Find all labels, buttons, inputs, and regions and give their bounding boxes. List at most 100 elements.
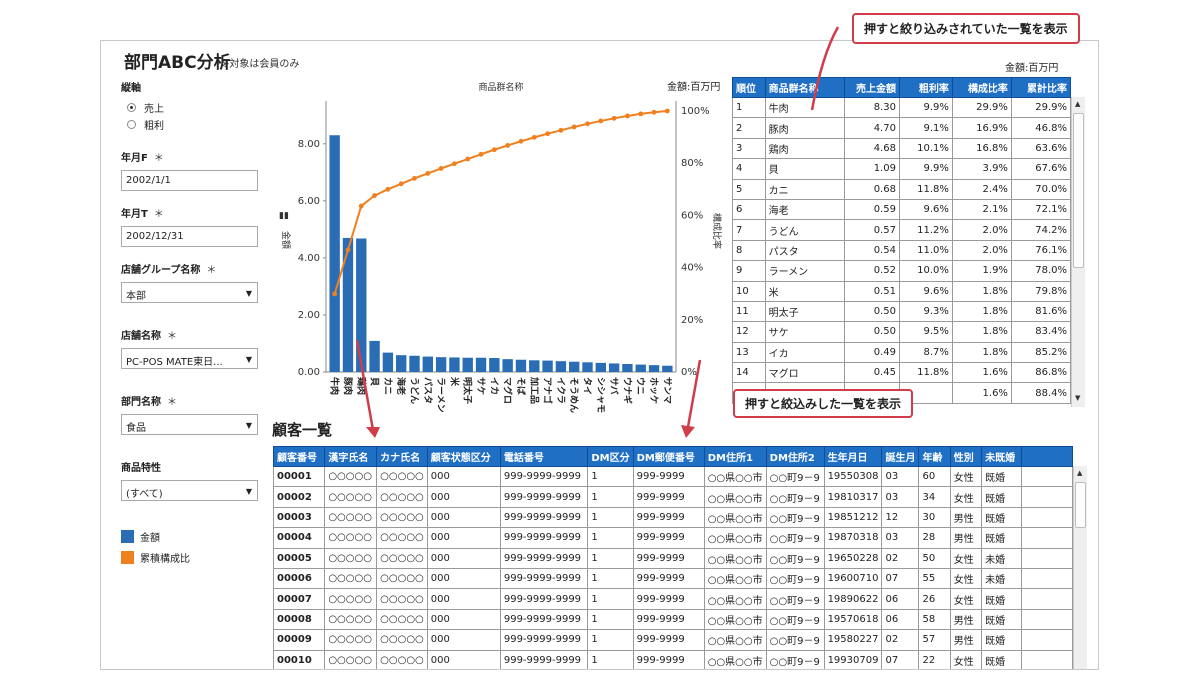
cumulative-point <box>598 118 604 124</box>
scroll-thumb[interactable] <box>1075 482 1086 528</box>
column-header[interactable]: 顧客状態区分 <box>426 446 501 467</box>
table-row[interactable]: 00005 ○○○○○ ○○○○○ 000 999-9999-9999 1 999-9999… <box>273 547 1073 569</box>
cumulative-point <box>664 108 670 114</box>
scroll-thumb[interactable] <box>1073 113 1084 268</box>
column-header[interactable]: 生年月日 <box>823 446 883 467</box>
column-header[interactable]: 電話番号 <box>499 446 589 467</box>
x-tick-label: 牛肉 <box>329 377 341 395</box>
field-label: 店舗名称 <box>121 331 161 342</box>
arrowhead <box>366 427 380 438</box>
cumulative-point <box>412 175 417 181</box>
x-tick-label: そうめん <box>568 377 579 413</box>
field-label-row: 部門名称 ＊ <box>121 393 263 414</box>
x-tick-label: カニ <box>382 377 393 395</box>
filter-fields: 年月F ＊ 2002/1/1 年月T ＊ 2002/12/31 店舗グループ名称＊本部 ▼ 店舗… <box>121 149 263 501</box>
chevron-down-icon[interactable]: ▼ <box>245 487 252 496</box>
filter-select[interactable]: 食品 ▼ <box>121 414 258 435</box>
bar-鶏肉 <box>356 238 367 372</box>
chevron-down-icon[interactable]: ▼ <box>245 355 252 364</box>
radio-gross-profit[interactable]: 粗利 <box>127 117 263 132</box>
column-header[interactable]: 商品群名称 <box>764 77 845 98</box>
bar-牛肉 <box>329 135 340 372</box>
table-row[interactable]: 1 牛肉 8.30 9.9% 29.9% 29.9% <box>732 96 1071 119</box>
x-tick-label: ホッケ <box>648 377 659 404</box>
table-row[interactable]: 00003 ○○○○○ ○○○○○ 000 999-9999-9999 1 999-9999… <box>273 506 1073 529</box>
column-header[interactable]: 構成比率 <box>951 77 1012 98</box>
table-row[interactable]: 2 豚肉 4.70 9.1% 16.9% 46.8% <box>732 117 1071 139</box>
bar-アナゴ <box>542 360 553 372</box>
table-row[interactable]: 00006 ○○○○○ ○○○○○ 000 999-9999-9999 1 999-9999… <box>273 567 1073 590</box>
table-cell: 00010 <box>273 649 326 669</box>
table-cell: イカ <box>764 341 845 364</box>
radio-sales[interactable]: 売上 <box>127 100 263 115</box>
table-row[interactable]: 13 イカ 0.49 8.7% 1.8% 85.2% <box>732 341 1071 364</box>
field-label-row: 年月F ＊ <box>121 149 263 170</box>
bar-chart-icon: ▮▮ <box>279 211 289 221</box>
column-header[interactable]: 累計比率 <box>1010 77 1071 98</box>
y2-tick-label: 40% <box>681 263 703 274</box>
table-cell: 女性 <box>949 649 983 669</box>
table-row[interactable]: 00010 ○○○○○ ○○○○○ 000 999-9999-9999 1 999-9999… <box>273 649 1073 669</box>
field-label-row: 商品特性 <box>121 459 263 480</box>
field-label: 年月T <box>121 209 148 220</box>
annotation-arrow-top <box>810 26 840 111</box>
table-row[interactable]: 4 貝 1.09 9.9% 3.9% 67.6% <box>732 158 1071 180</box>
table-row[interactable]: 00004 ○○○○○ ○○○○○ 000 999-9999-9999 1 999-9999… <box>273 527 1073 549</box>
table-row[interactable]: 3 鶏肉 4.68 10.1% 16.8% 63.6% <box>732 137 1071 160</box>
chevron-down-icon[interactable]: ▼ <box>245 289 252 298</box>
radio-label: 粗利 <box>144 120 164 132</box>
column-header[interactable]: 性別 <box>949 446 983 467</box>
x-tick-label: パスタ <box>422 377 434 404</box>
bar-パスタ <box>422 356 433 372</box>
y-tick-label: 8.00 <box>298 139 320 150</box>
table-row[interactable]: 00002 ○○○○○ ○○○○○ 000 999-9999-9999 1 999-9999… <box>273 486 1073 508</box>
cumulative-point <box>505 143 511 148</box>
table-row[interactable]: 00007 ○○○○○ ○○○○○ 000 999-9999-9999 1 999-9999… <box>273 588 1073 610</box>
chevron-down-icon[interactable]: ▼ <box>245 421 252 430</box>
column-header[interactable]: 顧客番号 <box>273 446 326 467</box>
column-header[interactable]: 粗利率 <box>898 77 953 98</box>
table-cell: 1 <box>587 649 634 669</box>
field-value: 食品 <box>126 423 146 434</box>
customer-scrollbar[interactable]: ▲ <box>1073 466 1087 669</box>
x-tick-label: サンマ <box>661 377 672 404</box>
field-label-row: 店舗グループ名称 ＊ <box>121 261 263 282</box>
x-tick-label: イカ <box>488 377 499 395</box>
bar-マグロ <box>502 359 513 372</box>
column-header[interactable]: DM住所2 <box>765 446 825 467</box>
table-row[interactable]: 00008 ○○○○○ ○○○○○ 000 999-9999-9999 1 999-9999… <box>273 608 1073 631</box>
page-subtitle: ※対象は会員のみ <box>221 59 300 70</box>
radio-unselected-icon[interactable] <box>127 119 136 129</box>
cumulative-point <box>345 247 351 253</box>
filter-select[interactable]: 本部 ▼ <box>121 282 258 303</box>
table-cell: 74.2% <box>1010 219 1071 241</box>
column-header[interactable]: DM区分 <box>587 446 634 467</box>
y-tick-label: 4.00 <box>298 253 320 264</box>
filter-select[interactable]: (すべて) ▼ <box>121 480 258 501</box>
filter-sidebar: 縦軸 売上 粗利 年月F ＊ 2002/1/1 年月T ＊ 2002/12/31 店舗グルー… <box>121 79 263 571</box>
column-header[interactable]: DM郵便番号 <box>632 446 705 467</box>
ranking-scrollbar[interactable]: ▲ ▼ <box>1071 97 1085 407</box>
table-cell: 29.9% <box>1010 96 1071 119</box>
table-row[interactable]: 5 カニ 0.68 11.8% 2.4% 70.0% <box>732 178 1071 200</box>
column-header[interactable]: 誕生月 <box>881 446 920 467</box>
table-row[interactable]: 8 パスタ 0.54 11.0% 2.0% 76.1% <box>732 239 1071 262</box>
legend-item-cumulative: 累積構成比 <box>121 550 263 565</box>
filter-input[interactable]: 2002/1/1 <box>121 170 258 191</box>
scroll-up-icon[interactable]: ▲ <box>1077 469 1083 477</box>
column-header[interactable]: DM住所1 <box>703 446 767 467</box>
filter-select[interactable]: PC-POS MATE東日... ▼ <box>121 348 258 369</box>
cumulative-point <box>478 151 484 157</box>
cumulative-point <box>452 161 457 167</box>
filter-input[interactable]: 2002/12/31 <box>121 226 258 247</box>
legend-item-amount: 金額 <box>121 529 263 544</box>
cumulative-point <box>625 113 630 119</box>
x-tick-label: 貝 <box>369 377 380 386</box>
scroll-up-icon[interactable]: ▲ <box>1075 100 1081 108</box>
scroll-down-icon[interactable]: ▼ <box>1075 394 1081 402</box>
column-header[interactable]: 未既婚 <box>981 446 1022 467</box>
cumulative-point <box>585 121 590 127</box>
table-row[interactable]: 00001 ○○○○○ ○○○○○ 000 999-9999-9999 1 999-9999… <box>273 465 1073 488</box>
table-row[interactable]: 00009 ○○○○○ ○○○○○ 000 999-9999-9999 1 999-9999… <box>273 629 1073 651</box>
radio-selected-icon[interactable] <box>127 102 136 112</box>
